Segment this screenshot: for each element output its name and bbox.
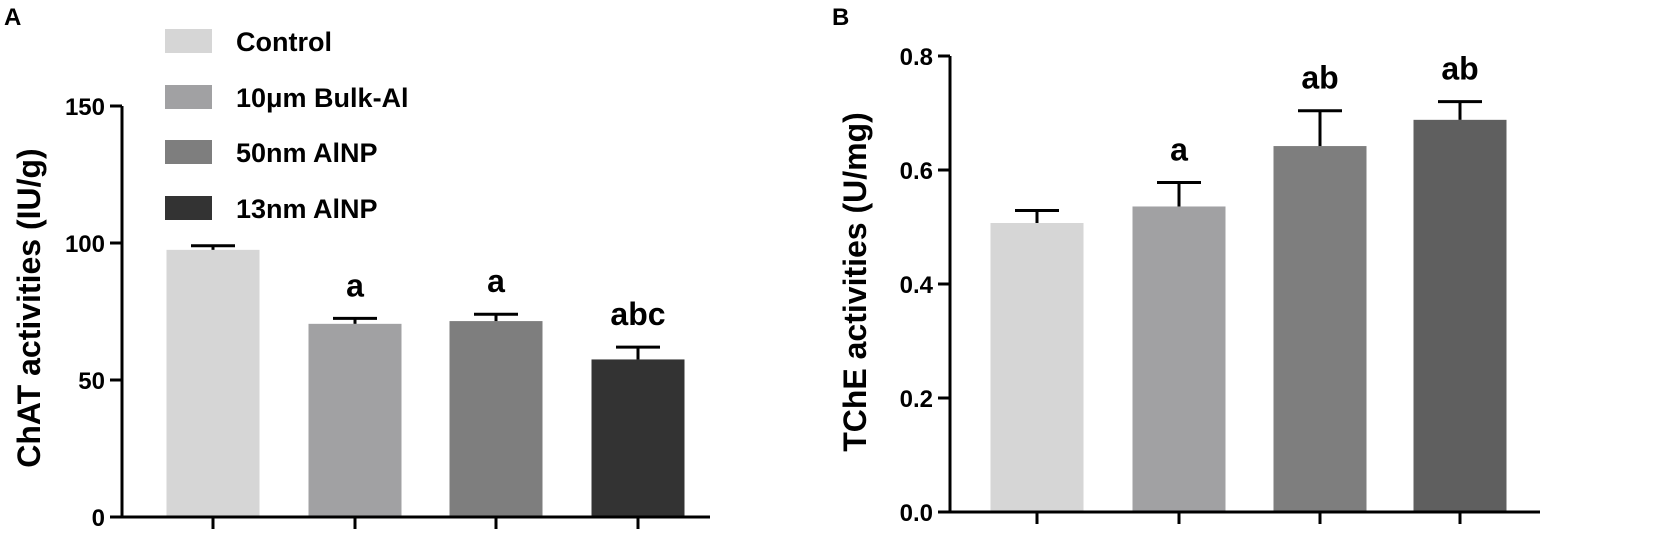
legend-label-bulk-al: 10μm Bulk-Al xyxy=(236,83,409,113)
chart-a-bar-0 xyxy=(166,249,260,517)
chart-b-sig-label-3: ab xyxy=(1441,51,1478,87)
chart-b-ytick-label-4: 0.8 xyxy=(900,44,933,71)
chart-a-sig-label-2: a xyxy=(487,263,505,299)
chart-a-bar-1 xyxy=(308,323,402,517)
legend-swatch-bulk-al xyxy=(165,85,212,109)
chart-a-bar-2 xyxy=(449,321,543,517)
chart-a-bar-3 xyxy=(591,359,685,517)
chart-b-bar-1 xyxy=(1132,206,1226,513)
chart-a-ytick-label-1: 50 xyxy=(78,368,105,395)
chart-b-sig-label-1: a xyxy=(1170,132,1188,168)
panel-a-letter: A xyxy=(4,4,21,31)
chart-a-sig-label-3: abc xyxy=(610,296,665,332)
legend-label-50nm-alnp: 50nm AlNP xyxy=(236,138,378,168)
chart-b-bar-0 xyxy=(990,223,1084,512)
chart-a-sig-label-1: a xyxy=(346,267,364,303)
chart-a-ytick-label-3: 150 xyxy=(65,94,105,121)
chart-a-ytick-label-2: 100 xyxy=(65,231,105,258)
chart-b: a ab ab 0.0 0.2 0.4 0.6 0.8 xyxy=(900,44,1540,527)
legend-swatch-control xyxy=(165,29,212,53)
chart-a: a a abc 0 50 100 150 xyxy=(65,94,710,532)
chart-b-bar-2 xyxy=(1273,146,1367,512)
chart-b-ylabel: TChE activities (U/mg) xyxy=(837,112,873,452)
legend-label-control: Control xyxy=(236,27,332,57)
chart-b-bar-3 xyxy=(1413,119,1507,512)
panel-b-letter: B xyxy=(832,4,849,31)
legend-swatch-13nm-alnp xyxy=(165,196,212,220)
chart-a-ytick-label-0: 0 xyxy=(92,505,105,532)
chart-a-ylabel: ChAT activities (IU/g) xyxy=(11,148,47,467)
chart-b-ytick-label-0: 0.0 xyxy=(900,500,933,527)
chart-b-sig-label-2: ab xyxy=(1301,60,1338,96)
chart-b-ytick-label-2: 0.4 xyxy=(900,272,934,299)
legend-swatch-50nm-alnp xyxy=(165,140,212,164)
legend-label-13nm-alnp: 13nm AlNP xyxy=(236,194,378,224)
chart-b-ytick-label-1: 0.2 xyxy=(900,386,933,413)
chart-b-ytick-label-3: 0.6 xyxy=(900,158,933,185)
legend: Control 10μm Bulk-Al 50nm AlNP 13nm AlNP xyxy=(165,27,409,224)
